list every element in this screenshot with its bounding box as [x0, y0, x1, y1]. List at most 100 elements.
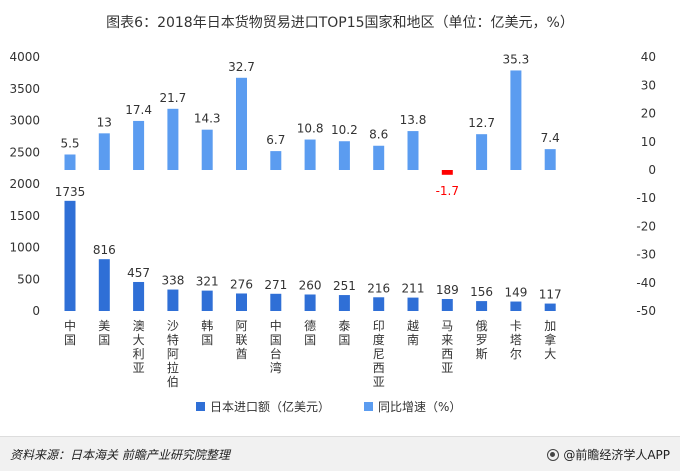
chart-canvas: 图表6：2018年日本货物贸易进口TOP15国家和地区（单位：亿美元，%） 0 5… [9, 14, 656, 414]
growth-bar [167, 108, 179, 170]
left-axis: 0 500 1000 1500 2000 2500 3000 3500 4000 [9, 50, 40, 318]
right-tick-label: 30 [641, 78, 656, 92]
growth-value-label: 8.6 [369, 128, 388, 142]
right-tick-label: 20 [641, 107, 656, 121]
category-label-char: 利 [133, 347, 145, 361]
import-bar [407, 297, 419, 311]
category-label-char: 国 [64, 333, 76, 347]
category-label-char: 亚 [373, 375, 385, 389]
import-bar [133, 281, 145, 311]
growth-bar [64, 154, 76, 170]
import-bar [98, 259, 110, 311]
category-label-char: 国 [201, 333, 213, 347]
growth-value-label: 5.5 [60, 136, 79, 150]
growth-bar [98, 133, 110, 170]
growth-bar [441, 170, 453, 175]
legend-swatch-growth [364, 402, 373, 411]
legend-label-import: 日本进口额（亿美元） [210, 399, 330, 414]
growth-bar [270, 151, 282, 170]
growth-bar [236, 77, 247, 170]
category-label-char: 尼 [373, 347, 385, 361]
category-label-char: 越 [407, 319, 419, 333]
source-text: 资料来源：日本海关 前瞻产业研究院整理 [10, 448, 230, 462]
growth-value-label: 12.7 [468, 116, 495, 130]
category-label-char: 拉 [167, 360, 179, 375]
growth-value-label: 35.3 [503, 52, 530, 66]
import-series: 1735 816 457 338 321 276 271 260 251 216 211 189 156… [55, 185, 562, 311]
growth-value-label: 10.8 [297, 122, 324, 136]
import-bar [441, 298, 453, 311]
growth-bar [544, 149, 556, 170]
right-tick-label: -20 [636, 219, 656, 233]
category-label-char: 亚 [441, 361, 453, 375]
import-bar [338, 295, 350, 311]
import-value-label: 260 [299, 278, 322, 292]
left-tick-label: 1500 [9, 209, 40, 223]
right-tick-label: -50 [636, 304, 656, 318]
growth-bar [201, 129, 213, 170]
category-label-char: 特 [167, 332, 179, 347]
right-axis: 40 30 20 10 0 -10 -20 -30 -40 -50 [636, 50, 656, 318]
brand-logo-icon [547, 448, 560, 461]
category-label-char: 来 [441, 333, 453, 347]
import-value-label: 149 [504, 286, 527, 300]
import-bar [304, 294, 316, 311]
import-bar [544, 303, 556, 311]
growth-value-label: 14.3 [194, 112, 221, 126]
growth-value-label: 6.7 [266, 133, 285, 147]
category-label-char: 德 [304, 318, 316, 333]
right-tick-label: 10 [641, 135, 656, 149]
left-tick-label: 1000 [9, 241, 40, 255]
category-label-char: 度 [373, 332, 385, 347]
right-tick-label: 0 [648, 163, 656, 177]
category-label-char: 中 [64, 318, 76, 333]
brand: @前瞻经济学人APP [547, 446, 670, 463]
growth-bar [133, 120, 145, 170]
import-value-label: 271 [264, 278, 287, 292]
category-label-char: 湾 [270, 360, 282, 375]
category-label-char: 国 [98, 333, 110, 347]
category-label-char: 国 [304, 333, 316, 347]
import-value-label: 251 [333, 279, 356, 293]
category-label-char: 伯 [167, 374, 179, 389]
import-value-label: 117 [539, 288, 562, 302]
left-tick-label: 2500 [9, 145, 40, 159]
left-tick-label: 2000 [9, 177, 40, 191]
growth-value-label: -1.7 [436, 184, 459, 198]
import-value-label: 156 [470, 285, 493, 299]
growth-bar [304, 139, 316, 170]
growth-bar [338, 141, 350, 170]
legend: 日本进口额（亿美元） 同比增速（%） [196, 399, 461, 414]
import-bar [270, 293, 282, 311]
category-label-char: 拿 [544, 332, 556, 347]
import-bar [201, 290, 213, 311]
category-label-char: 国 [270, 333, 282, 347]
growth-bar [510, 70, 522, 170]
right-tick-label: -40 [636, 276, 656, 290]
category-label-char: 阿 [235, 319, 247, 333]
left-tick-label: 3500 [9, 82, 40, 96]
category-label-char: 韩 [201, 318, 213, 333]
category-label-char: 美 [98, 319, 110, 333]
import-value-label: 216 [367, 281, 390, 295]
import-value-label: 338 [161, 274, 184, 288]
category-label-char: 塔 [510, 333, 522, 347]
growth-bar [407, 131, 419, 170]
left-tick-label: 0 [32, 304, 40, 318]
growth-value-label: 17.4 [125, 103, 152, 117]
import-value-label: 457 [127, 266, 150, 280]
growth-bar [373, 145, 385, 170]
brand-text: @前瞻经济学人APP [563, 448, 670, 462]
category-label-char: 台 [270, 346, 282, 361]
growth-value-label: 10.2 [331, 123, 358, 137]
source-bar: 资料来源：日本海关 前瞻产业研究院整理 @前瞻经济学人APP [0, 436, 680, 471]
import-value-label: 276 [230, 277, 253, 291]
category-label-char: 国 [338, 333, 350, 347]
category-label-char: 西 [373, 361, 385, 375]
category-label-char: 联 [235, 333, 247, 347]
import-value-label: 211 [402, 282, 425, 296]
growth-value-label: 21.7 [160, 91, 187, 105]
chart-title: 图表6：2018年日本货物贸易进口TOP15国家和地区（单位：亿美元，%） [106, 14, 574, 31]
category-label-char: 大 [133, 333, 145, 347]
category-label-char: 斯 [476, 347, 488, 361]
